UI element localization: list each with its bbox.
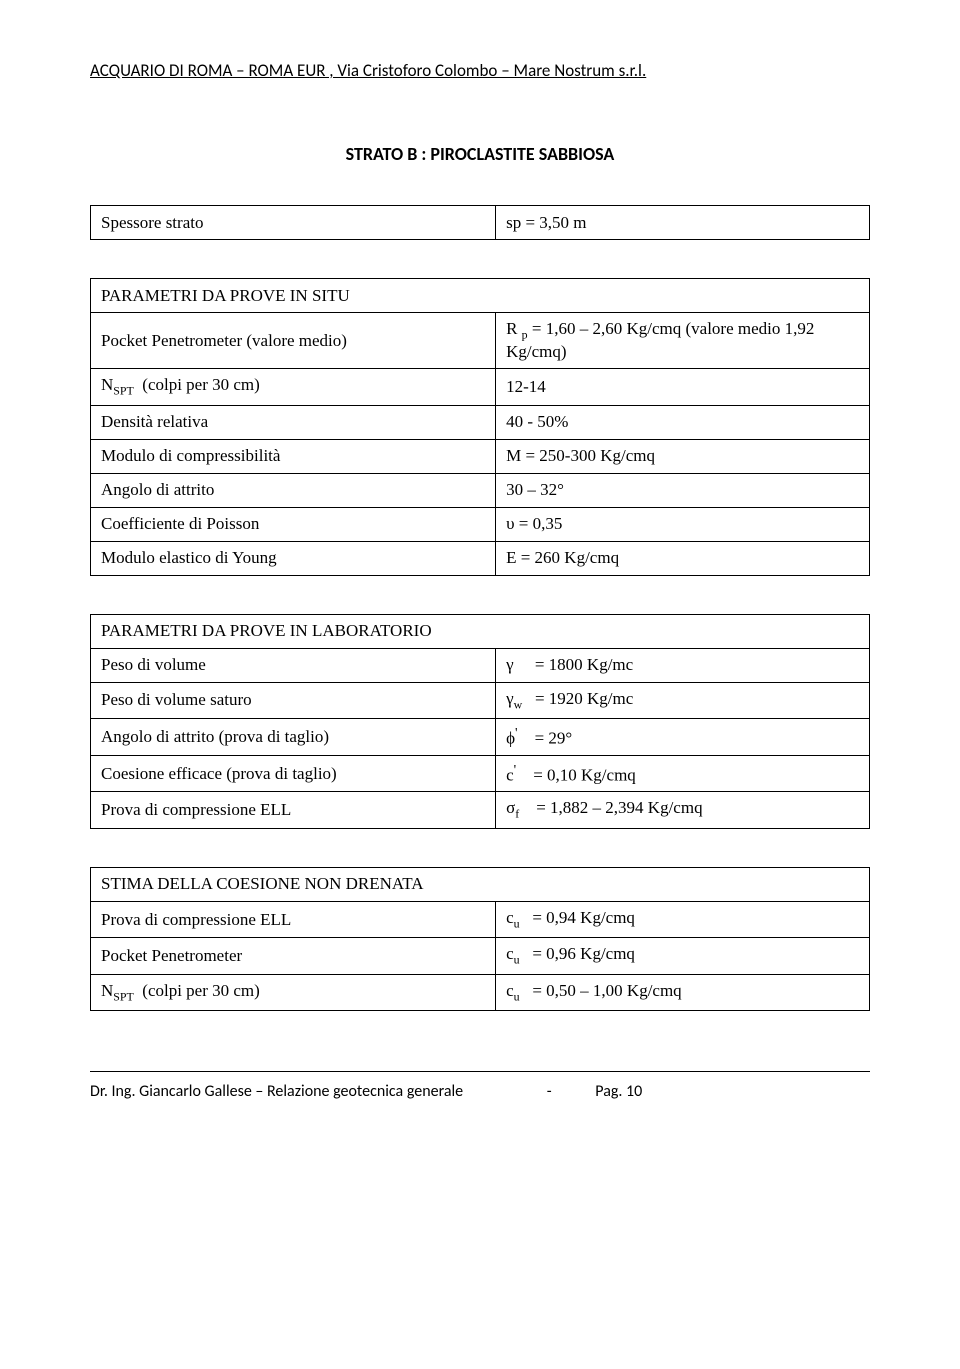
section-title: STRATO B : PIROCLASTITE SABBIOSA [90,143,870,165]
lab-heading: PARAMETRI DA PROVE IN LABORATORIO [91,614,870,648]
situ-heading: PARAMETRI DA PROVE IN SITU [91,279,870,313]
thickness-value: sp = 3,50 m [496,206,870,240]
situ-row-label: Angolo di attrito [91,473,496,507]
lab-row-label: Prova di compressione ELL [91,792,496,828]
thickness-label: Spessore strato [91,206,496,240]
footer-right: Pag. 10 [595,1082,642,1101]
lab-row-value: ϕ' = 29° [496,719,870,756]
situ-row-label: Densità relativa [91,405,496,439]
lab-row-label: Coesione efficace (prova di taglio) [91,755,496,792]
lab-row-label: Peso di volume saturo [91,682,496,718]
footer-rule [90,1071,870,1072]
situ-row-value: υ = 0,35 [496,507,870,541]
situ-row-value: 30 – 32° [496,473,870,507]
lab-row-value: c' = 0,10 Kg/cmq [496,755,870,792]
lab-row-label: Angolo di attrito (prova di taglio) [91,719,496,756]
undrained-row-label: Prova di compressione ELL [91,901,496,937]
situ-row-label: NSPT (colpi per 30 cm) [91,369,496,405]
situ-table: PARAMETRI DA PROVE IN SITU Pocket Penetr… [90,278,870,576]
situ-row-value: 40 - 50% [496,405,870,439]
situ-row-value: 12-14 [496,369,870,405]
undrained-row-label: NSPT (colpi per 30 cm) [91,974,496,1010]
footer-sep: - [467,1082,592,1101]
thickness-table: Spessore strato sp = 3,50 m [90,205,870,240]
undrained-heading: STIMA DELLA COESIONE NON DRENATA [91,867,870,901]
situ-row-label: Modulo di compressibilità [91,439,496,473]
lab-row-value: γ = 1800 Kg/mc [496,648,870,682]
lab-row-label: Peso di volume [91,648,496,682]
lab-row-value: γw = 1920 Kg/mc [496,682,870,718]
situ-row-label: Modulo elastico di Young [91,541,496,575]
undrained-row-value: cu = 0,94 Kg/cmq [496,901,870,937]
undrained-table: STIMA DELLA COESIONE NON DRENATA Prova d… [90,867,870,1011]
lab-table: PARAMETRI DA PROVE IN LABORATORIO Peso d… [90,614,870,829]
undrained-row-value: cu = 0,50 – 1,00 Kg/cmq [496,974,870,1010]
page-footer: Dr. Ing. Giancarlo Gallese – Relazione g… [90,1082,870,1101]
situ-row-value: E = 260 Kg/cmq [496,541,870,575]
situ-row-label: Pocket Penetrometer (valore medio) [91,313,496,369]
lab-row-value: σf = 1,882 – 2,394 Kg/cmq [496,792,870,828]
situ-row-value: M = 250-300 Kg/cmq [496,439,870,473]
undrained-row-label: Pocket Penetrometer [91,938,496,974]
situ-row-value: R p = 1,60 – 2,60 Kg/cmq (valore medio 1… [496,313,870,369]
undrained-row-value: cu = 0,96 Kg/cmq [496,938,870,974]
page-header: ACQUARIO DI ROMA – ROMA EUR , Via Cristo… [90,60,870,83]
situ-row-label: Coefficiente di Poisson [91,507,496,541]
footer-left: Dr. Ing. Giancarlo Gallese – Relazione g… [90,1082,463,1101]
